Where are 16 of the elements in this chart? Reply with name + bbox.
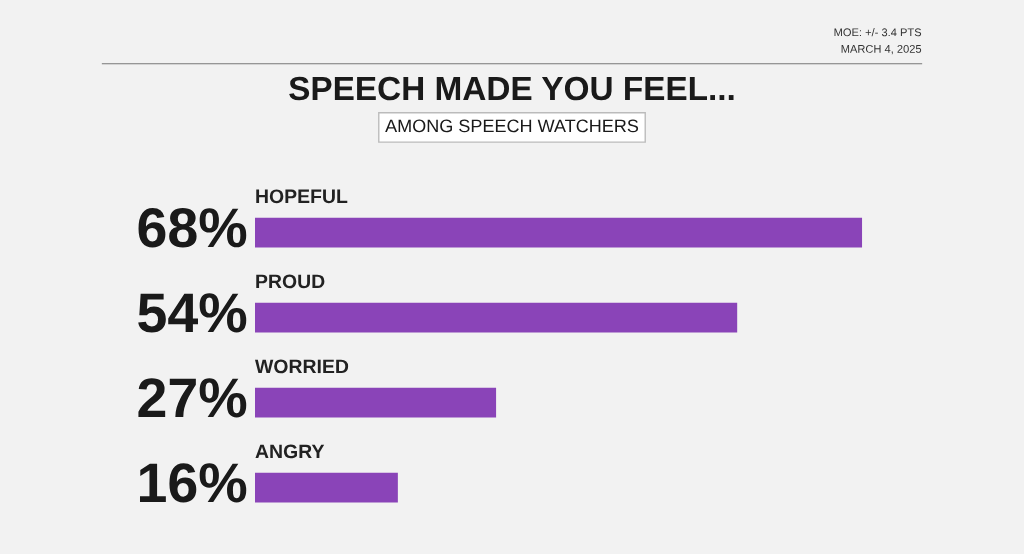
text: MOE: +/- 3.4 PTS — [834, 28, 922, 37]
data-label: 16% — [140, 463, 247, 503]
y-tick-label: HOPEFUL — [256, 189, 348, 204]
data-label: 68% — [138, 208, 247, 248]
y-tick-label: ANGRY — [255, 444, 325, 459]
bar — [254, 302, 738, 333]
text: MARCH 4, 2025 — [841, 44, 922, 55]
bar — [254, 217, 863, 248]
y-tick-label: WORRIED — [254, 359, 349, 374]
bar — [254, 387, 497, 418]
bar — [254, 472, 398, 503]
chart-title: SPEECH MADE YOU FEEL... — [289, 76, 734, 101]
y-tick-label: PROUD — [256, 274, 325, 289]
data-label: 27% — [138, 378, 247, 418]
data-label: 54% — [138, 293, 247, 333]
chart-subtitle: AMONG SPEECH WATCHERS — [385, 119, 639, 133]
